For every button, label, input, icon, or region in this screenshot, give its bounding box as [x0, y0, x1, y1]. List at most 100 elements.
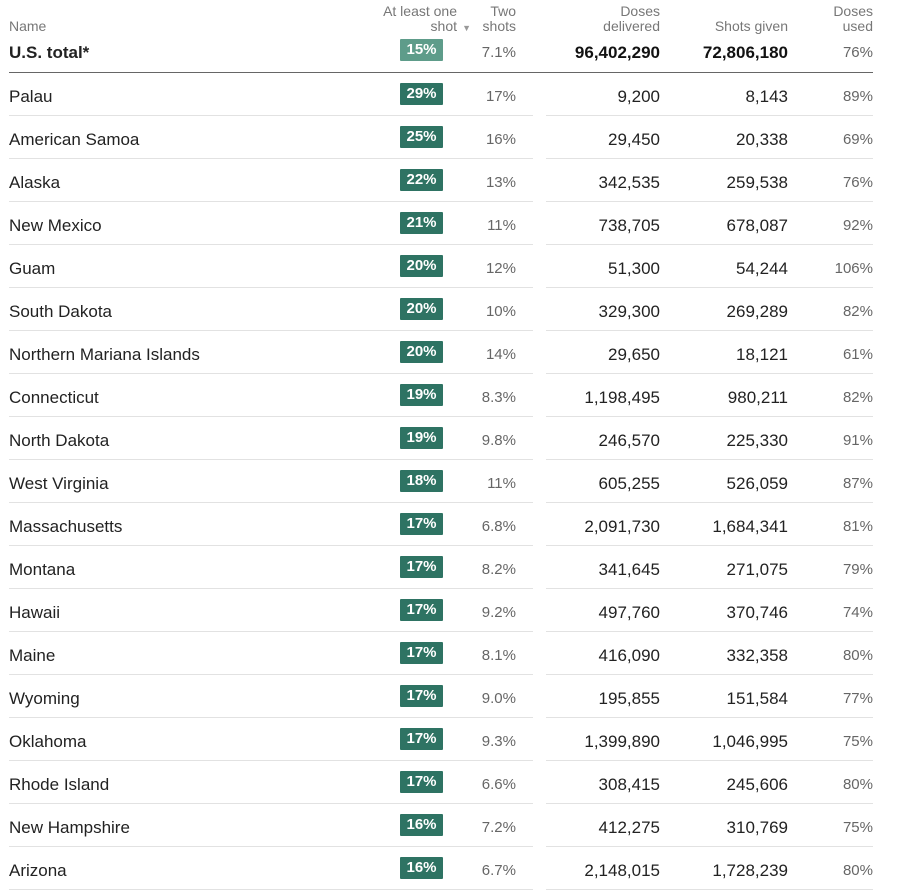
row-divider	[9, 588, 533, 589]
row-two-shots: 11%	[487, 475, 516, 492]
row-divider	[9, 803, 533, 804]
row-doses-delivered: 29,650	[608, 345, 660, 364]
column-header-two-shots[interactable]: Two shots	[456, 4, 516, 34]
row-doses-delivered: 246,570	[598, 431, 660, 450]
row-two-shots: 17%	[485, 88, 516, 105]
row-shots-given: 1,684,341	[712, 517, 788, 536]
row-first-shot-badge: 20%	[400, 341, 443, 363]
row-divider	[546, 760, 873, 761]
row-name: West Virginia	[9, 474, 109, 493]
row-name: Palau	[9, 87, 53, 106]
row-divider	[9, 846, 533, 847]
sort-arrow-icon: ▼	[462, 23, 471, 33]
row-doses-used: 81%	[842, 518, 873, 535]
row-divider	[9, 631, 533, 632]
column-header-doses-used-line1: Doses	[833, 3, 873, 19]
total-doses-delivered: 96,402,290	[574, 43, 660, 62]
row-divider	[9, 115, 533, 116]
row-name: Rhode Island	[9, 775, 110, 794]
row-doses-delivered: 497,760	[598, 603, 660, 622]
row-first-shot-badge: 22%	[400, 169, 443, 191]
row-shots-given: 332,358	[726, 646, 788, 665]
row-doses-delivered: 416,090	[598, 646, 660, 665]
row-two-shots: 10%	[485, 303, 516, 320]
row-divider	[9, 373, 533, 374]
row-divider	[9, 201, 533, 202]
row-first-shot-badge: 17%	[400, 513, 443, 535]
row-first-shot-badge: 16%	[400, 814, 443, 836]
row-first-shot-badge: 17%	[400, 728, 443, 750]
row-doses-delivered: 1,198,495	[584, 388, 660, 407]
row-shots-given: 526,059	[726, 474, 788, 493]
row-first-shot-badge: 20%	[400, 255, 443, 277]
column-header-doses-delivered[interactable]: Doses delivered	[560, 4, 660, 34]
row-shots-given: 259,538	[726, 173, 788, 192]
row-first-shot-badge: 20%	[400, 298, 443, 320]
row-divider	[9, 545, 533, 546]
row-divider	[9, 760, 533, 761]
row-divider	[546, 545, 873, 546]
row-shots-given: 271,075	[726, 560, 788, 579]
column-header-shots-given[interactable]: Shots given	[714, 18, 788, 34]
row-doses-used: 69%	[842, 131, 873, 148]
column-header-name[interactable]: Name	[9, 18, 47, 34]
row-divider	[546, 803, 873, 804]
row-divider	[546, 674, 873, 675]
row-divider	[9, 459, 533, 460]
column-header-first-shot[interactable]: At least one shot ▼	[337, 4, 471, 34]
row-divider	[9, 158, 533, 159]
row-divider	[546, 588, 873, 589]
row-doses-used: 92%	[842, 217, 873, 234]
row-doses-used: 80%	[842, 862, 873, 879]
total-first-shot-badge: 15%	[400, 39, 443, 61]
row-shots-given: 20,338	[736, 130, 788, 149]
row-first-shot-badge: 21%	[400, 212, 443, 234]
row-two-shots: 12%	[485, 260, 516, 277]
row-first-shot-badge: 16%	[400, 857, 443, 879]
row-doses-used: 80%	[842, 647, 873, 664]
row-shots-given: 18,121	[736, 345, 788, 364]
row-name: New Mexico	[9, 216, 102, 235]
row-two-shots: 14%	[485, 346, 516, 363]
row-first-shot-badge: 17%	[400, 556, 443, 578]
row-name: Wyoming	[9, 689, 80, 708]
row-two-shots: 8.3%	[481, 389, 516, 406]
row-name: New Hampshire	[9, 818, 130, 837]
column-header-first-shot-line2: shot ▼	[337, 18, 471, 34]
row-doses-used: 75%	[842, 733, 873, 750]
row-doses-delivered: 329,300	[598, 302, 660, 321]
row-doses-used: 82%	[842, 389, 873, 406]
row-divider	[546, 459, 873, 460]
row-shots-given: 310,769	[726, 818, 788, 837]
row-shots-given: 269,289	[726, 302, 788, 321]
row-name: American Samoa	[9, 130, 140, 149]
row-name: Northern Mariana Islands	[9, 345, 200, 364]
row-divider	[9, 502, 533, 503]
total-shots-given: 72,806,180	[702, 43, 788, 62]
row-name: Oklahoma	[9, 732, 87, 751]
row-doses-used: 75%	[842, 819, 873, 836]
row-name: Guam	[9, 259, 56, 278]
row-divider	[546, 158, 873, 159]
row-first-shot-badge: 17%	[400, 642, 443, 664]
row-first-shot-badge: 17%	[400, 771, 443, 793]
row-two-shots: 6.8%	[481, 518, 516, 535]
row-doses-used: 79%	[842, 561, 873, 578]
row-divider	[9, 889, 533, 890]
row-name: Hawaii	[9, 603, 61, 622]
row-two-shots: 13%	[485, 174, 516, 191]
total-name: U.S. total*	[9, 43, 90, 62]
row-divider	[546, 889, 873, 890]
row-two-shots: 7.2%	[481, 819, 516, 836]
row-name: South Dakota	[9, 302, 113, 321]
row-shots-given: 225,330	[726, 431, 788, 450]
row-doses-delivered: 341,645	[598, 560, 660, 579]
row-shots-given: 980,211	[727, 388, 788, 407]
row-two-shots: 9.8%	[481, 432, 516, 449]
row-two-shots: 6.6%	[481, 776, 516, 793]
row-shots-given: 245,606	[726, 775, 788, 794]
row-doses-delivered: 308,415	[598, 775, 660, 794]
row-doses-used: 76%	[842, 174, 873, 191]
column-header-first-shot-line2-text: shot	[430, 18, 457, 34]
column-header-doses-used[interactable]: Doses used	[813, 4, 873, 34]
